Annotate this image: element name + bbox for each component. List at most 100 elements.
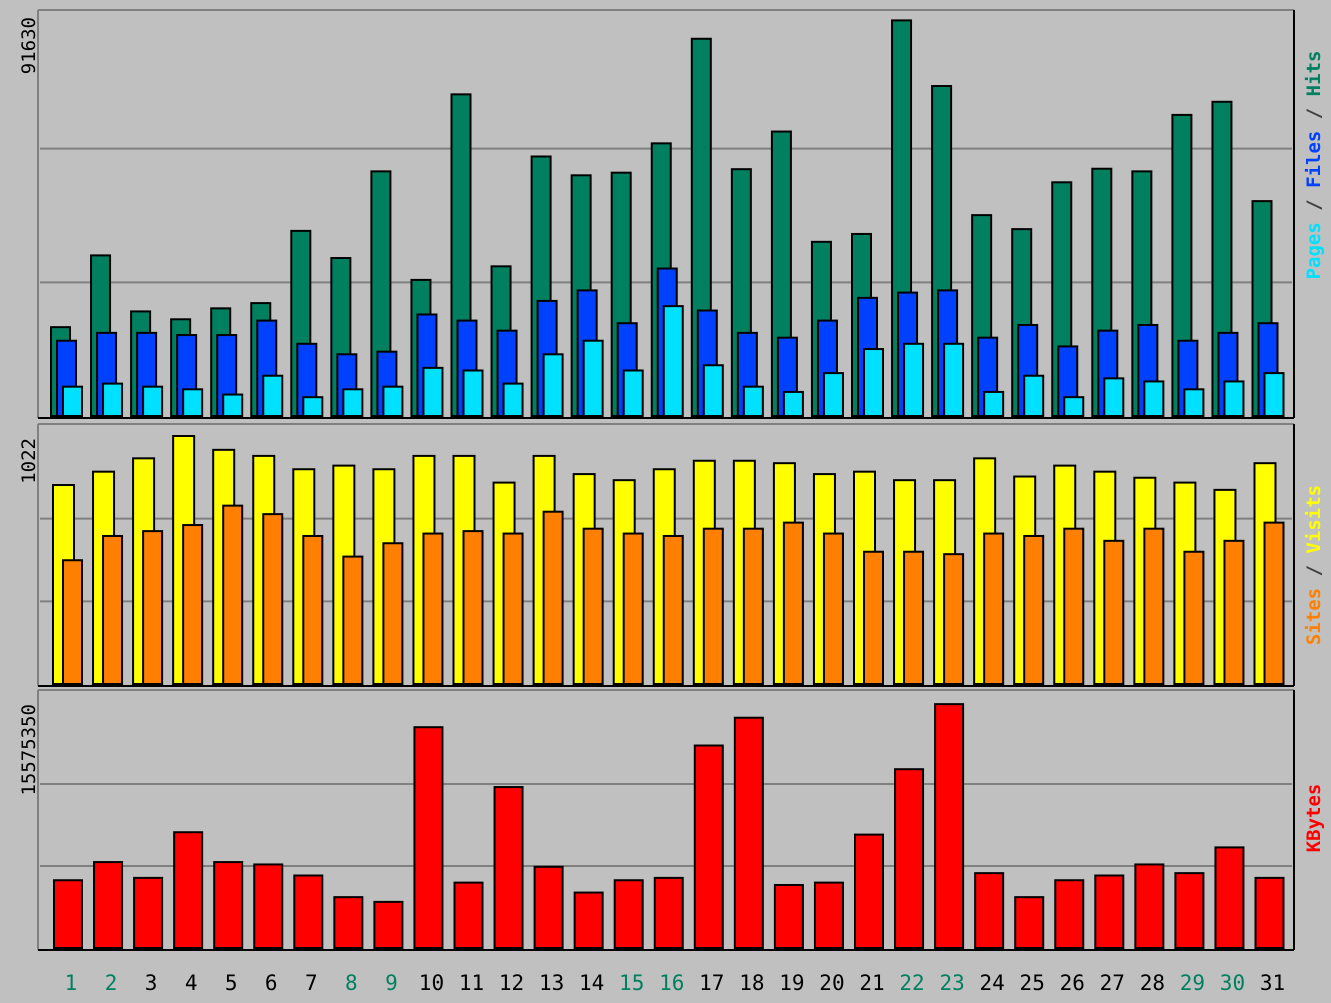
pages-bar <box>302 396 324 417</box>
sites-bar <box>542 510 564 685</box>
x-tick-label: 22 <box>899 971 924 995</box>
x-tick-label: 5 <box>225 971 238 995</box>
kbytes-bar <box>613 879 644 949</box>
pages-bar <box>142 385 164 417</box>
sites-bar <box>903 550 925 685</box>
x-tick-label: 15 <box>619 971 644 995</box>
sites-bar <box>1063 527 1085 685</box>
kbytes-bar <box>693 744 724 949</box>
x-tick-label: 26 <box>1060 971 1085 995</box>
sites-bar <box>622 532 644 686</box>
x-tick-label: 17 <box>699 971 724 995</box>
x-tick-label: 21 <box>859 971 884 995</box>
kbytes-bar <box>373 900 404 950</box>
pages-bar <box>1223 380 1245 418</box>
legend-text: Sites / Visits <box>1303 485 1325 645</box>
kbytes-bar <box>253 863 284 949</box>
kbytes-bar <box>213 861 244 949</box>
legend-entry: / <box>1303 96 1325 130</box>
kbytes-bar <box>894 768 925 949</box>
x-tick-label: 9 <box>385 971 398 995</box>
kbytes-bar <box>453 881 484 949</box>
x-tick-label: 19 <box>779 971 804 995</box>
sites-bar <box>62 559 83 686</box>
x-tick-label: 2 <box>105 971 118 995</box>
x-axis-day-labels: 1 2 3 4 5 6 7 8 9 10 11 12 13 14 15 16 17 18 19 20 21 22 23 24 2… <box>65 971 1285 995</box>
sites-bar <box>382 542 404 685</box>
pages-bar <box>1263 372 1285 418</box>
sites-bar <box>262 513 284 685</box>
x-tick-label: 11 <box>459 971 484 995</box>
x-tick-label: 6 <box>265 971 278 995</box>
y-max-label: 91630 <box>18 17 40 74</box>
sites-bar <box>1183 550 1205 685</box>
kbytes-bar <box>533 865 564 949</box>
kbytes-bar <box>1054 879 1085 949</box>
sites-bar <box>102 534 124 685</box>
pages-bar <box>1023 374 1045 417</box>
sites-bar <box>702 527 724 685</box>
x-tick-label: 12 <box>499 971 524 995</box>
x-tick-label: 13 <box>539 971 564 995</box>
kbytes-bar <box>1134 863 1165 949</box>
legend-entry: KBytes <box>1303 784 1325 853</box>
pages-bar <box>182 388 204 418</box>
x-tick-label: 31 <box>1260 971 1285 995</box>
legend-entry: Visits <box>1303 485 1325 554</box>
plot-layer <box>37 9 1295 951</box>
pages-bar <box>582 339 604 418</box>
sites-bar <box>502 532 524 686</box>
pages-bar <box>542 353 564 417</box>
pages-bar <box>943 342 965 417</box>
legend-entry: Files <box>1303 131 1325 188</box>
legend-labels: Pages / Files / Hits Sites / Visits KBytes <box>1303 51 1325 853</box>
kbytes-bar <box>93 861 124 949</box>
kbytes-bar <box>333 896 364 949</box>
sites-bar <box>1103 539 1125 686</box>
pages-bar <box>382 385 404 417</box>
kbytes-bar <box>653 876 684 949</box>
x-tick-label: 20 <box>819 971 844 995</box>
sites-bar <box>342 555 364 685</box>
pages-bar <box>262 374 284 417</box>
pages-bar <box>822 372 844 418</box>
legend-entry: Sites <box>1303 588 1325 645</box>
sites-bar <box>1143 527 1165 685</box>
sites-bar <box>782 521 804 685</box>
pages-bar <box>1063 396 1085 417</box>
x-tick-label: 23 <box>939 971 964 995</box>
sites-bar <box>943 553 965 686</box>
kbytes-bar <box>1214 846 1245 950</box>
pages-bar <box>863 348 884 417</box>
kbytes-bar <box>493 786 524 950</box>
sites-bar <box>1023 534 1045 685</box>
kbytes-bar <box>53 879 83 949</box>
legend-entry: Hits <box>1303 51 1325 97</box>
x-tick-label: 4 <box>185 971 198 995</box>
kbytes-bar <box>1094 874 1125 950</box>
pages-bar <box>702 364 724 417</box>
pages-bar <box>1143 380 1165 418</box>
x-tick-label: 14 <box>579 971 604 995</box>
pages-bar <box>662 305 684 417</box>
sites-bar <box>222 504 244 685</box>
sites-bar <box>662 534 684 685</box>
sites-bar <box>742 527 764 685</box>
x-tick-label: 10 <box>419 971 444 995</box>
sites-bar <box>422 532 444 686</box>
sites-bar <box>863 550 884 685</box>
kbytes-bar <box>1254 876 1285 949</box>
x-tick-label: 30 <box>1220 971 1245 995</box>
y-max-label: 1022 <box>18 438 40 484</box>
x-tick-label: 24 <box>980 971 1005 995</box>
pages-bar <box>502 382 524 418</box>
x-tick-label: 29 <box>1180 971 1205 995</box>
kbytes-bar <box>854 833 884 949</box>
y-max-label: 15575350 <box>18 704 40 796</box>
pages-bar <box>62 385 83 417</box>
sites-bar <box>182 524 204 686</box>
legend-entry: / <box>1303 554 1325 588</box>
legend-entry: Pages <box>1303 222 1325 279</box>
x-tick-label: 8 <box>345 971 358 995</box>
